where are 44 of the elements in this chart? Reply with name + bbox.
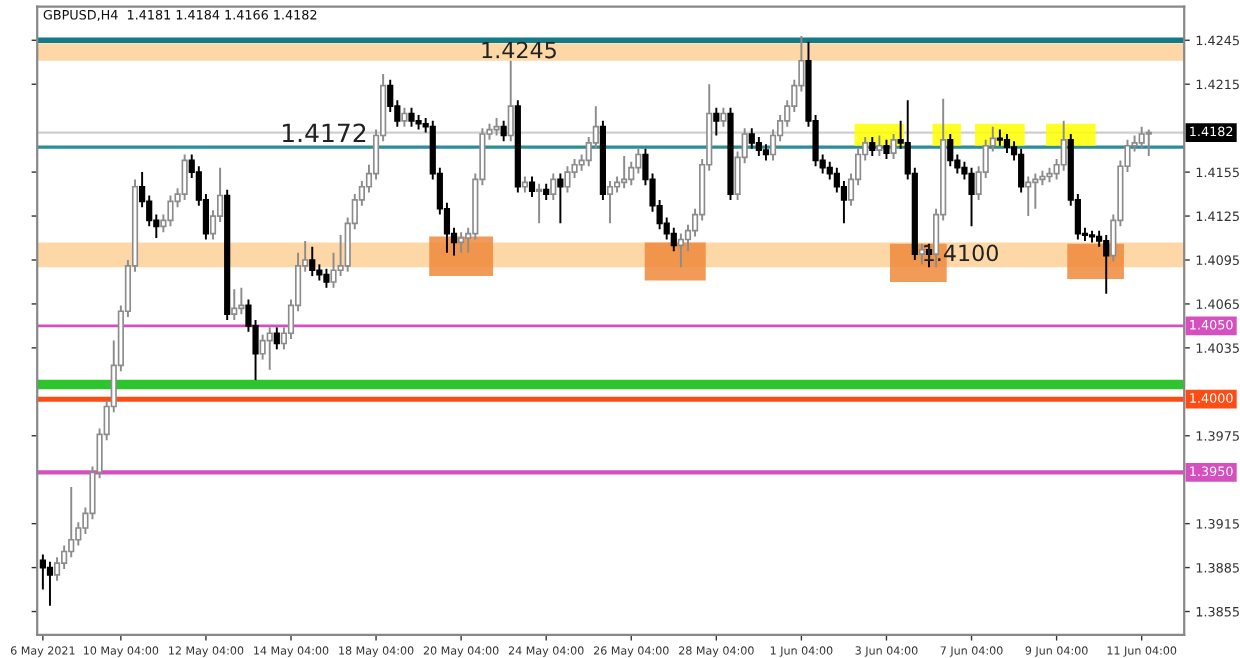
candlestick — [46, 560, 54, 607]
candlestick — [1025, 175, 1032, 218]
candlestick — [918, 242, 926, 266]
candlestick — [167, 194, 174, 228]
candlestick — [401, 106, 408, 128]
candlestick — [500, 119, 507, 143]
candlestick — [713, 106, 720, 137]
band-label: 1.4245 — [482, 41, 556, 59]
candlestick — [550, 172, 557, 201]
candlestick — [507, 59, 514, 143]
candlestick — [755, 135, 762, 157]
candlestick — [1060, 119, 1067, 172]
candlestick — [1018, 147, 1025, 194]
candlestick — [1003, 133, 1011, 155]
candlestick — [323, 267, 330, 289]
candlestick — [1103, 234, 1110, 295]
candlestick — [266, 326, 273, 371]
candlestick — [408, 106, 415, 128]
candlestick — [883, 138, 890, 160]
candlestick — [528, 175, 536, 198]
candlestick — [890, 133, 897, 160]
candlestick — [564, 165, 571, 194]
candlestick — [720, 106, 727, 128]
candlestick — [606, 179, 614, 225]
candlestick — [876, 134, 883, 157]
candlestick — [1145, 128, 1152, 157]
candlestick — [1032, 172, 1039, 210]
candlestick — [670, 226, 677, 253]
candlestick — [557, 172, 564, 225]
candlestick — [231, 288, 238, 322]
candlestick — [458, 231, 465, 254]
candlestick — [273, 326, 280, 351]
candlestick — [181, 153, 188, 201]
annotation: 1.4172 — [282, 123, 366, 142]
candlestick — [968, 166, 975, 228]
candlestick — [238, 286, 245, 316]
candlestick — [621, 155, 628, 190]
candlestick — [535, 182, 543, 225]
candlestick — [869, 135, 876, 157]
candlestick — [1138, 125, 1145, 150]
candlestick — [309, 245, 316, 278]
candlestick — [947, 133, 954, 168]
candlestick — [677, 232, 684, 269]
candlestick — [748, 127, 755, 150]
